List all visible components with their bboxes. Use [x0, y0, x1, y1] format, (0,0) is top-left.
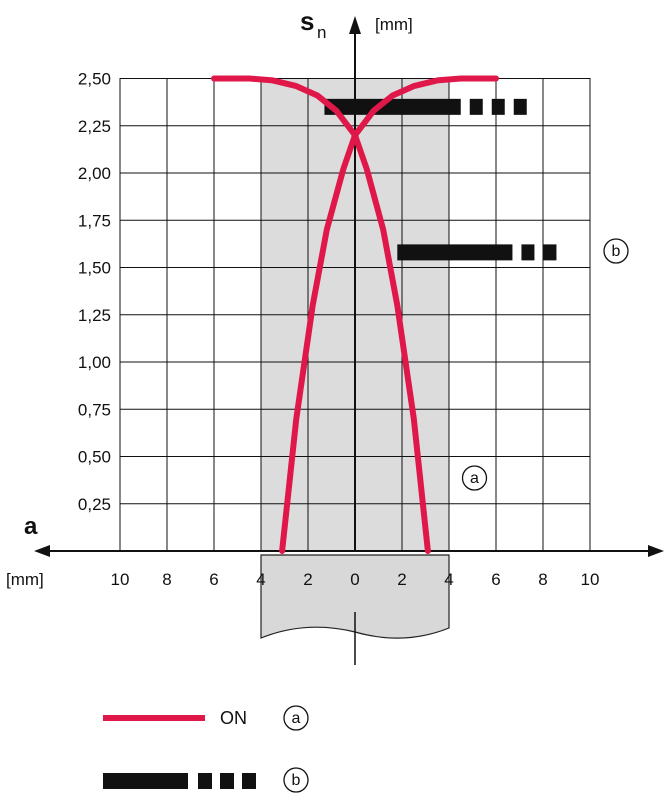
y-tick-label: 0,50 — [78, 448, 111, 467]
y-axis-symbol: s — [300, 6, 314, 36]
x-tick-label: 8 — [538, 570, 547, 589]
legend-layer: ON a b — [103, 705, 309, 793]
annotation-circle — [603, 238, 629, 264]
annotation-label: a — [470, 470, 479, 487]
x-tick-label: 10 — [111, 570, 130, 589]
legend-bar-dash — [220, 773, 234, 789]
x-axis-arrow-left — [34, 545, 50, 557]
axes-layer — [34, 16, 664, 557]
bar-dash — [543, 244, 557, 261]
annotation-circle — [461, 465, 488, 491]
bar-dash — [491, 98, 505, 115]
bar-dash — [469, 98, 483, 115]
bar-dash — [521, 244, 535, 261]
series-curve — [279, 75, 499, 554]
bar-solid — [397, 244, 513, 261]
y-tick-label: 1,00 — [78, 353, 111, 372]
curves-layer — [211, 75, 499, 554]
y-tick-label: 1,25 — [78, 306, 111, 325]
legend-bar-dash — [198, 773, 212, 789]
x-tick-label: 4 — [256, 570, 265, 589]
legend-bar-solid — [103, 773, 188, 789]
legend-circle-a — [283, 705, 309, 731]
x-tick-label: 4 — [444, 570, 453, 589]
legend-circle-b — [283, 767, 309, 793]
x-tick-label: 2 — [397, 570, 406, 589]
annotation-label: b — [612, 243, 621, 260]
y-axis-subscript: n — [317, 23, 326, 42]
y-tick-label: 2,00 — [78, 164, 111, 183]
bars-layer — [324, 98, 557, 261]
x-axis-symbol: a — [24, 513, 38, 540]
legend-marker-a: a — [292, 710, 301, 727]
x-tick-label: 10 — [581, 570, 600, 589]
legend-marker-b: b — [292, 772, 301, 789]
y-axis-unit: [mm] — [375, 15, 413, 34]
y-tick-label: 0,75 — [78, 400, 111, 419]
y-tick-label: 0,25 — [78, 495, 111, 514]
y-tick-label: 1,50 — [78, 259, 111, 278]
x-tick-label: 0 — [350, 570, 359, 589]
x-axis-arrow-right — [648, 545, 664, 557]
x-tick-label: 6 — [209, 570, 218, 589]
y-axis-arrow — [349, 16, 361, 34]
labels-layer: 0,25 0,50 0,75 1,00 1,25 1,50 1,75 2,00 2,25 2,50… — [6, 6, 629, 589]
y-tick-label: 1,75 — [78, 211, 111, 230]
x-tick-label: 8 — [162, 570, 171, 589]
legend-bar-dash — [242, 773, 256, 789]
x-axis-unit: [mm] — [6, 570, 44, 589]
y-tick-label: 2,25 — [78, 117, 111, 136]
x-tick-label: 2 — [303, 570, 312, 589]
legend-label-on: ON — [220, 708, 247, 728]
x-tick-label: 6 — [491, 570, 500, 589]
y-tick-label: 2,50 — [78, 70, 111, 89]
series-curve — [211, 75, 431, 554]
bar-solid — [324, 98, 461, 115]
bar-dash — [513, 98, 527, 115]
